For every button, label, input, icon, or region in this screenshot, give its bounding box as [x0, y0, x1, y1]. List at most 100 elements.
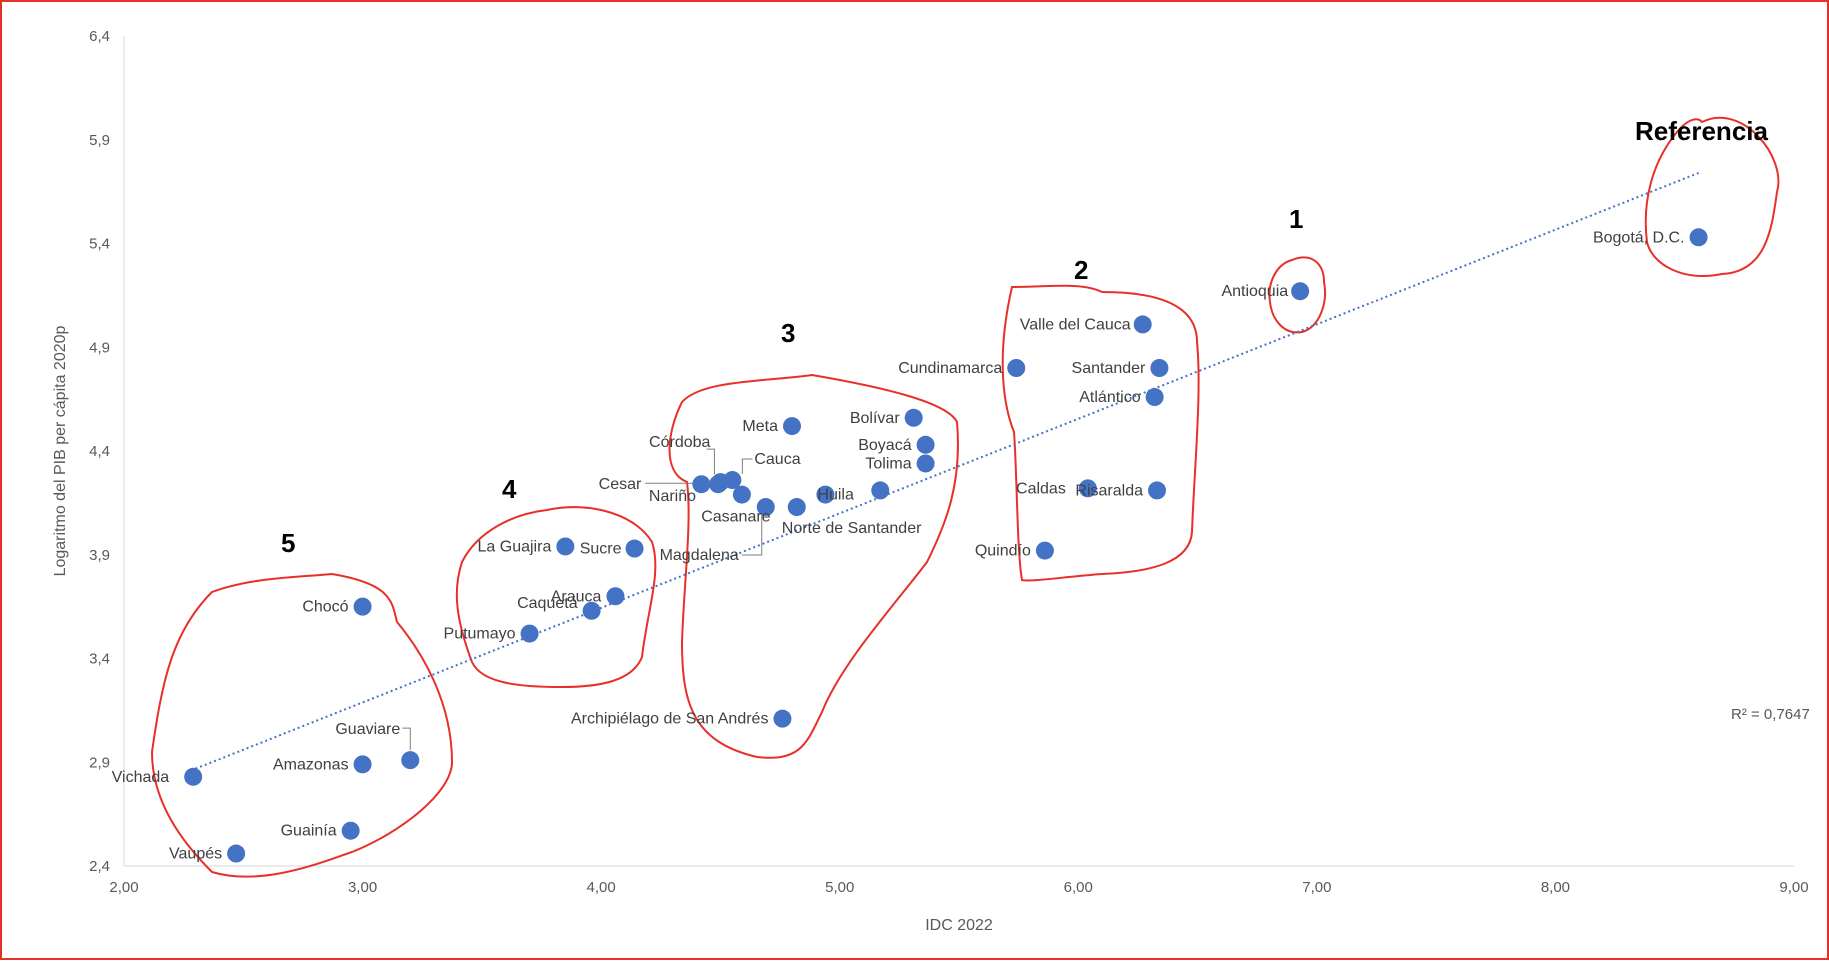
group-label-referencia: Referencia — [1635, 116, 1768, 146]
data-point — [353, 755, 372, 774]
point-label: La Guajira — [478, 538, 552, 555]
point-label: Córdoba — [649, 434, 710, 451]
data-point — [401, 751, 420, 770]
trendline — [190, 172, 1699, 772]
point-labels: Bogotá, D.C. Antioquia Valle del Cauca Cund… — [112, 229, 1685, 862]
group-label-5: 5 — [281, 528, 295, 558]
point-label: Quindío — [975, 543, 1031, 560]
data-point — [916, 454, 935, 473]
data-point — [904, 408, 923, 427]
y-axis-title: Logaritmo del PIB per cápita 2020p — [52, 325, 69, 576]
y-tick-label: 2,4 — [89, 858, 110, 875]
x-tick-label: 4,00 — [587, 879, 616, 896]
point-label: Cauca — [754, 451, 800, 468]
point-label: Caldas — [1016, 480, 1066, 497]
data-point — [916, 435, 935, 454]
point-label: Nariño — [649, 488, 696, 505]
point-label: Arauca — [551, 588, 602, 605]
point-label: Guainía — [281, 823, 337, 840]
group-label-4: 4 — [502, 474, 517, 504]
outline-group-3 — [668, 373, 959, 759]
point-label: Caquetá — [517, 595, 578, 612]
x-axis-title: IDC 2022 — [925, 917, 993, 934]
data-point — [732, 485, 751, 504]
group-outlines — [150, 116, 1780, 878]
data-point — [709, 475, 728, 494]
x-tick-label: 6,00 — [1064, 879, 1093, 896]
point-label: Sucre — [580, 541, 622, 558]
label-connector — [741, 515, 763, 556]
group-label-2: 2 — [1074, 255, 1088, 285]
point-label: Vaupés — [169, 846, 222, 863]
y-tick-label: 3,4 — [89, 651, 110, 668]
data-point — [184, 767, 203, 786]
point-label: Cesar — [599, 476, 642, 493]
point-label: Guaviare — [335, 721, 400, 738]
point-label: Amazonas — [273, 756, 349, 773]
data-point — [1007, 359, 1026, 377]
point-label: Archipiélago de San Andrés — [571, 711, 768, 728]
data-point — [582, 601, 601, 620]
data-point — [1150, 359, 1169, 377]
data-point — [353, 597, 372, 616]
point-label: Casanare — [701, 509, 770, 526]
point-label: Bolívar — [850, 410, 900, 427]
data-point — [1145, 388, 1164, 407]
y-tick-label: 6,4 — [89, 28, 110, 45]
outline-group-2 — [1001, 284, 1200, 582]
x-tick-label: 2,00 — [109, 879, 138, 896]
data-point — [1133, 315, 1152, 334]
data-point — [1689, 228, 1708, 247]
point-label: Norte de Santander — [782, 520, 922, 537]
point-label: Chocó — [302, 599, 348, 616]
y-tick-label: 2,9 — [89, 754, 110, 771]
point-label: Risaralda — [1075, 482, 1143, 499]
r-squared-label: R² = 0,7647 — [1731, 706, 1810, 723]
data-point — [1078, 479, 1097, 498]
data-point — [756, 498, 775, 517]
data-point — [1148, 481, 1167, 500]
x-tick-label: 7,00 — [1302, 879, 1331, 896]
group-labels: Referencia 1 2 3 4 5 — [281, 116, 1768, 558]
data-point — [341, 821, 360, 840]
data-point — [1035, 541, 1054, 560]
data-point — [1291, 282, 1310, 301]
data-point — [787, 498, 806, 517]
x-tick-label: 8,00 — [1541, 879, 1570, 896]
data-point — [773, 709, 792, 728]
data-points — [184, 228, 1708, 863]
point-label: Bogotá, D.C. — [1593, 229, 1685, 246]
data-point — [723, 471, 742, 490]
group-label-3: 3 — [781, 318, 795, 348]
data-point — [816, 485, 835, 504]
x-tick-label: 3,00 — [348, 879, 377, 896]
label-connectors — [402, 448, 763, 751]
y-tick-labels: 2,4 2,9 3,4 3,9 4,4 4,9 5,4 5,9 6,4 — [89, 28, 110, 875]
label-connector — [402, 727, 411, 751]
point-label: Tolima — [865, 455, 911, 472]
outline-group-5 — [150, 572, 454, 878]
point-label: Magdalena — [660, 547, 739, 564]
data-point — [625, 539, 644, 558]
outline-group-referencia — [1644, 116, 1780, 277]
point-label: Boyacá — [858, 437, 911, 454]
point-label: Putumayo — [444, 626, 516, 643]
x-tick-labels: 2,00 3,00 4,00 5,00 6,00 7,00 8,00 9,00 — [109, 879, 1808, 896]
data-point — [871, 481, 890, 500]
point-label: Atlántico — [1079, 389, 1140, 406]
data-point — [692, 475, 711, 494]
data-point — [520, 624, 539, 643]
y-tick-label: 3,9 — [89, 547, 110, 564]
data-point — [227, 844, 246, 863]
point-label: Huila — [817, 487, 854, 504]
data-point — [606, 587, 625, 606]
x-tick-label: 5,00 — [825, 879, 854, 896]
point-label: Meta — [742, 418, 778, 435]
y-tick-label: 5,4 — [89, 236, 110, 253]
y-tick-label: 5,9 — [89, 132, 110, 149]
outline-group-1 — [1268, 256, 1326, 334]
y-tick-label: 4,9 — [89, 339, 110, 356]
group-label-1: 1 — [1289, 204, 1303, 234]
